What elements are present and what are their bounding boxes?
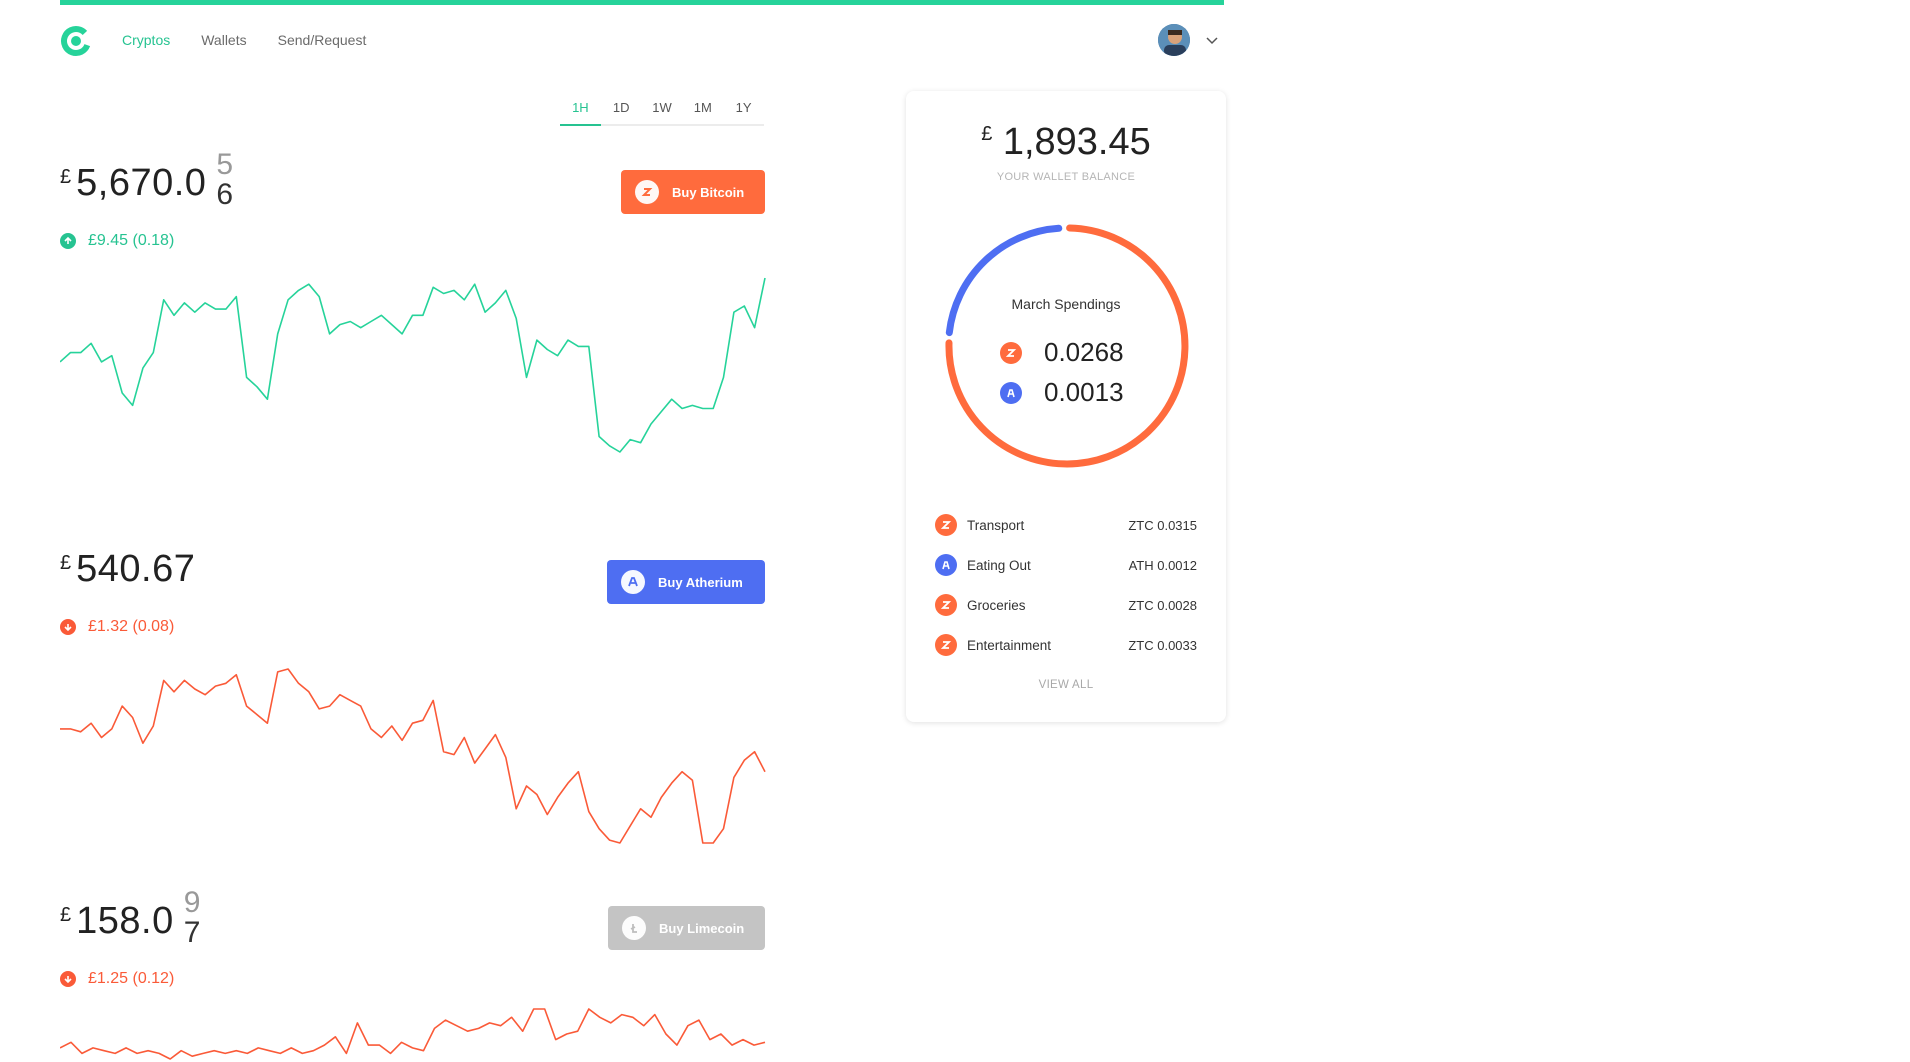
price-change: £9.45 (0.18) bbox=[60, 232, 174, 250]
spending-row-ath: 0.0013 bbox=[1000, 377, 1124, 408]
price-value: 540.67 bbox=[76, 548, 196, 590]
coin-bitcoin: £ 5,670.0 5 6 £9.45 (0.18) Buy Bitcoin bbox=[60, 150, 766, 460]
arrow-up-icon bbox=[60, 233, 76, 249]
rolling-digit: 7 bbox=[183, 916, 201, 949]
transaction-label: Eating Out bbox=[967, 557, 1031, 573]
coin-limecoin: £ 158.0 9 7 £1.25 (0.12) Buy Limecoin bbox=[60, 888, 766, 1062]
buy-button-label: Buy Limecoin bbox=[659, 920, 745, 936]
transaction-row[interactable]: Eating Out ATH 0.0012 bbox=[935, 553, 1197, 577]
price-sparkline bbox=[60, 668, 766, 844]
coin-price: £ 540.67 bbox=[60, 546, 195, 592]
transaction-amount: ATH 0.0012 bbox=[1128, 557, 1197, 573]
price-change-text: £1.25 (0.12) bbox=[88, 970, 175, 987]
wallet-balance-label: YOUR WALLET BALANCE bbox=[996, 171, 1136, 183]
atherium-icon bbox=[1000, 381, 1022, 404]
currency-symbol: £ bbox=[60, 552, 72, 574]
arrow-down-icon bbox=[60, 619, 76, 635]
buy-bitcoin-button[interactable]: Buy Bitcoin bbox=[621, 170, 765, 214]
atherium-icon bbox=[935, 554, 957, 576]
main-nav: Cryptos Wallets Send/Request bbox=[122, 32, 366, 48]
app-logo-icon[interactable] bbox=[60, 25, 92, 57]
arrow-down-icon bbox=[60, 971, 76, 987]
price-change: £1.32 (0.08) bbox=[60, 618, 174, 636]
wallet-balance: £ 1,893.45 bbox=[906, 121, 1226, 164]
spending-value: 0.0013 bbox=[1044, 377, 1124, 407]
coin-price: £ 158.0 9 7 bbox=[60, 888, 200, 948]
zcoin-icon bbox=[1000, 341, 1022, 364]
tab-1d[interactable]: 1D bbox=[612, 100, 630, 115]
atherium-icon bbox=[621, 570, 645, 594]
wallet-balance-value: 1,893.45 bbox=[1002, 121, 1151, 163]
currency-symbol: £ bbox=[60, 166, 72, 188]
zcoin-icon bbox=[635, 180, 659, 204]
rolling-digits: 5 6 bbox=[216, 150, 233, 210]
donut-segment-ztc bbox=[945, 224, 1189, 468]
donut-segment-ath bbox=[945, 224, 1063, 337]
price-change-text: £9.45 (0.18) bbox=[88, 232, 175, 249]
nav-item-wallets[interactable]: Wallets bbox=[201, 32, 247, 48]
price-value: 158.0 bbox=[76, 900, 174, 942]
rolling-digits: 9 7 bbox=[184, 888, 201, 948]
wallet-card: £ 1,893.45 YOUR WALLET BALANCE March Spe… bbox=[906, 91, 1226, 722]
transaction-row[interactable]: Groceries ZTC 0.0028 bbox=[935, 593, 1197, 617]
transaction-amount: ZTC 0.0028 bbox=[1128, 597, 1197, 613]
tab-1m[interactable]: 1M bbox=[693, 100, 712, 115]
top-accent-bar bbox=[60, 0, 1224, 5]
avatar[interactable] bbox=[1158, 24, 1190, 56]
view-all-link[interactable]: VIEW ALL bbox=[1038, 679, 1094, 691]
spendings-donut-chart bbox=[945, 224, 1189, 468]
price-change: £1.25 (0.12) bbox=[60, 970, 174, 988]
transaction-label: Transport bbox=[967, 517, 1025, 533]
zcoin-icon bbox=[935, 594, 957, 616]
rolling-digit: 6 bbox=[216, 178, 234, 211]
buy-limecoin-button[interactable]: Buy Limecoin bbox=[608, 906, 765, 950]
spending-row-ztc: 0.0268 bbox=[1000, 337, 1124, 368]
chevron-down-icon[interactable] bbox=[1204, 32, 1220, 48]
coin-atherium: £ 540.67 £1.32 (0.08) Buy Atherium bbox=[60, 546, 766, 846]
price-sparkline bbox=[60, 1008, 766, 1060]
rolling-digit: 9 bbox=[183, 886, 201, 919]
coin-price: £ 5,670.0 5 6 bbox=[60, 150, 233, 210]
limecoin-icon bbox=[622, 916, 646, 940]
sparkline-path bbox=[60, 668, 766, 844]
user-avatar-icon bbox=[1158, 24, 1190, 56]
donut-title: March Spendings bbox=[1011, 296, 1121, 312]
tab-1h[interactable]: 1H bbox=[560, 96, 601, 126]
price-sparkline bbox=[60, 277, 766, 453]
time-range-tabs: 1H 1D 1W 1M 1Y bbox=[560, 96, 764, 126]
transaction-amount: ZTC 0.0315 bbox=[1128, 517, 1197, 533]
tab-1w[interactable]: 1W bbox=[652, 100, 672, 115]
transaction-row[interactable]: Transport ZTC 0.0315 bbox=[935, 513, 1197, 537]
tab-1y[interactable]: 1Y bbox=[735, 100, 752, 115]
transaction-amount: ZTC 0.0033 bbox=[1128, 637, 1197, 653]
price-change-text: £1.32 (0.08) bbox=[88, 618, 175, 635]
zcoin-icon bbox=[935, 634, 957, 656]
price-value: 5,670.0 bbox=[76, 162, 207, 204]
sparkline-path bbox=[60, 277, 766, 453]
sparkline-path bbox=[60, 1008, 766, 1060]
nav-item-send-request[interactable]: Send/Request bbox=[277, 32, 367, 48]
zcoin-icon bbox=[935, 514, 957, 536]
buy-atherium-button[interactable]: Buy Atherium bbox=[607, 560, 765, 604]
rolling-digit: 5 bbox=[216, 148, 234, 181]
transaction-label: Entertainment bbox=[967, 637, 1052, 653]
transaction-row[interactable]: Entertainment ZTC 0.0033 bbox=[935, 633, 1197, 657]
currency-symbol: £ bbox=[981, 123, 993, 145]
buy-button-label: Buy Atherium bbox=[658, 574, 743, 590]
currency-symbol: £ bbox=[60, 904, 72, 926]
buy-button-label: Buy Bitcoin bbox=[672, 184, 745, 200]
nav-item-cryptos[interactable]: Cryptos bbox=[122, 32, 171, 48]
spending-value: 0.0268 bbox=[1044, 337, 1124, 367]
transaction-label: Groceries bbox=[967, 597, 1026, 613]
